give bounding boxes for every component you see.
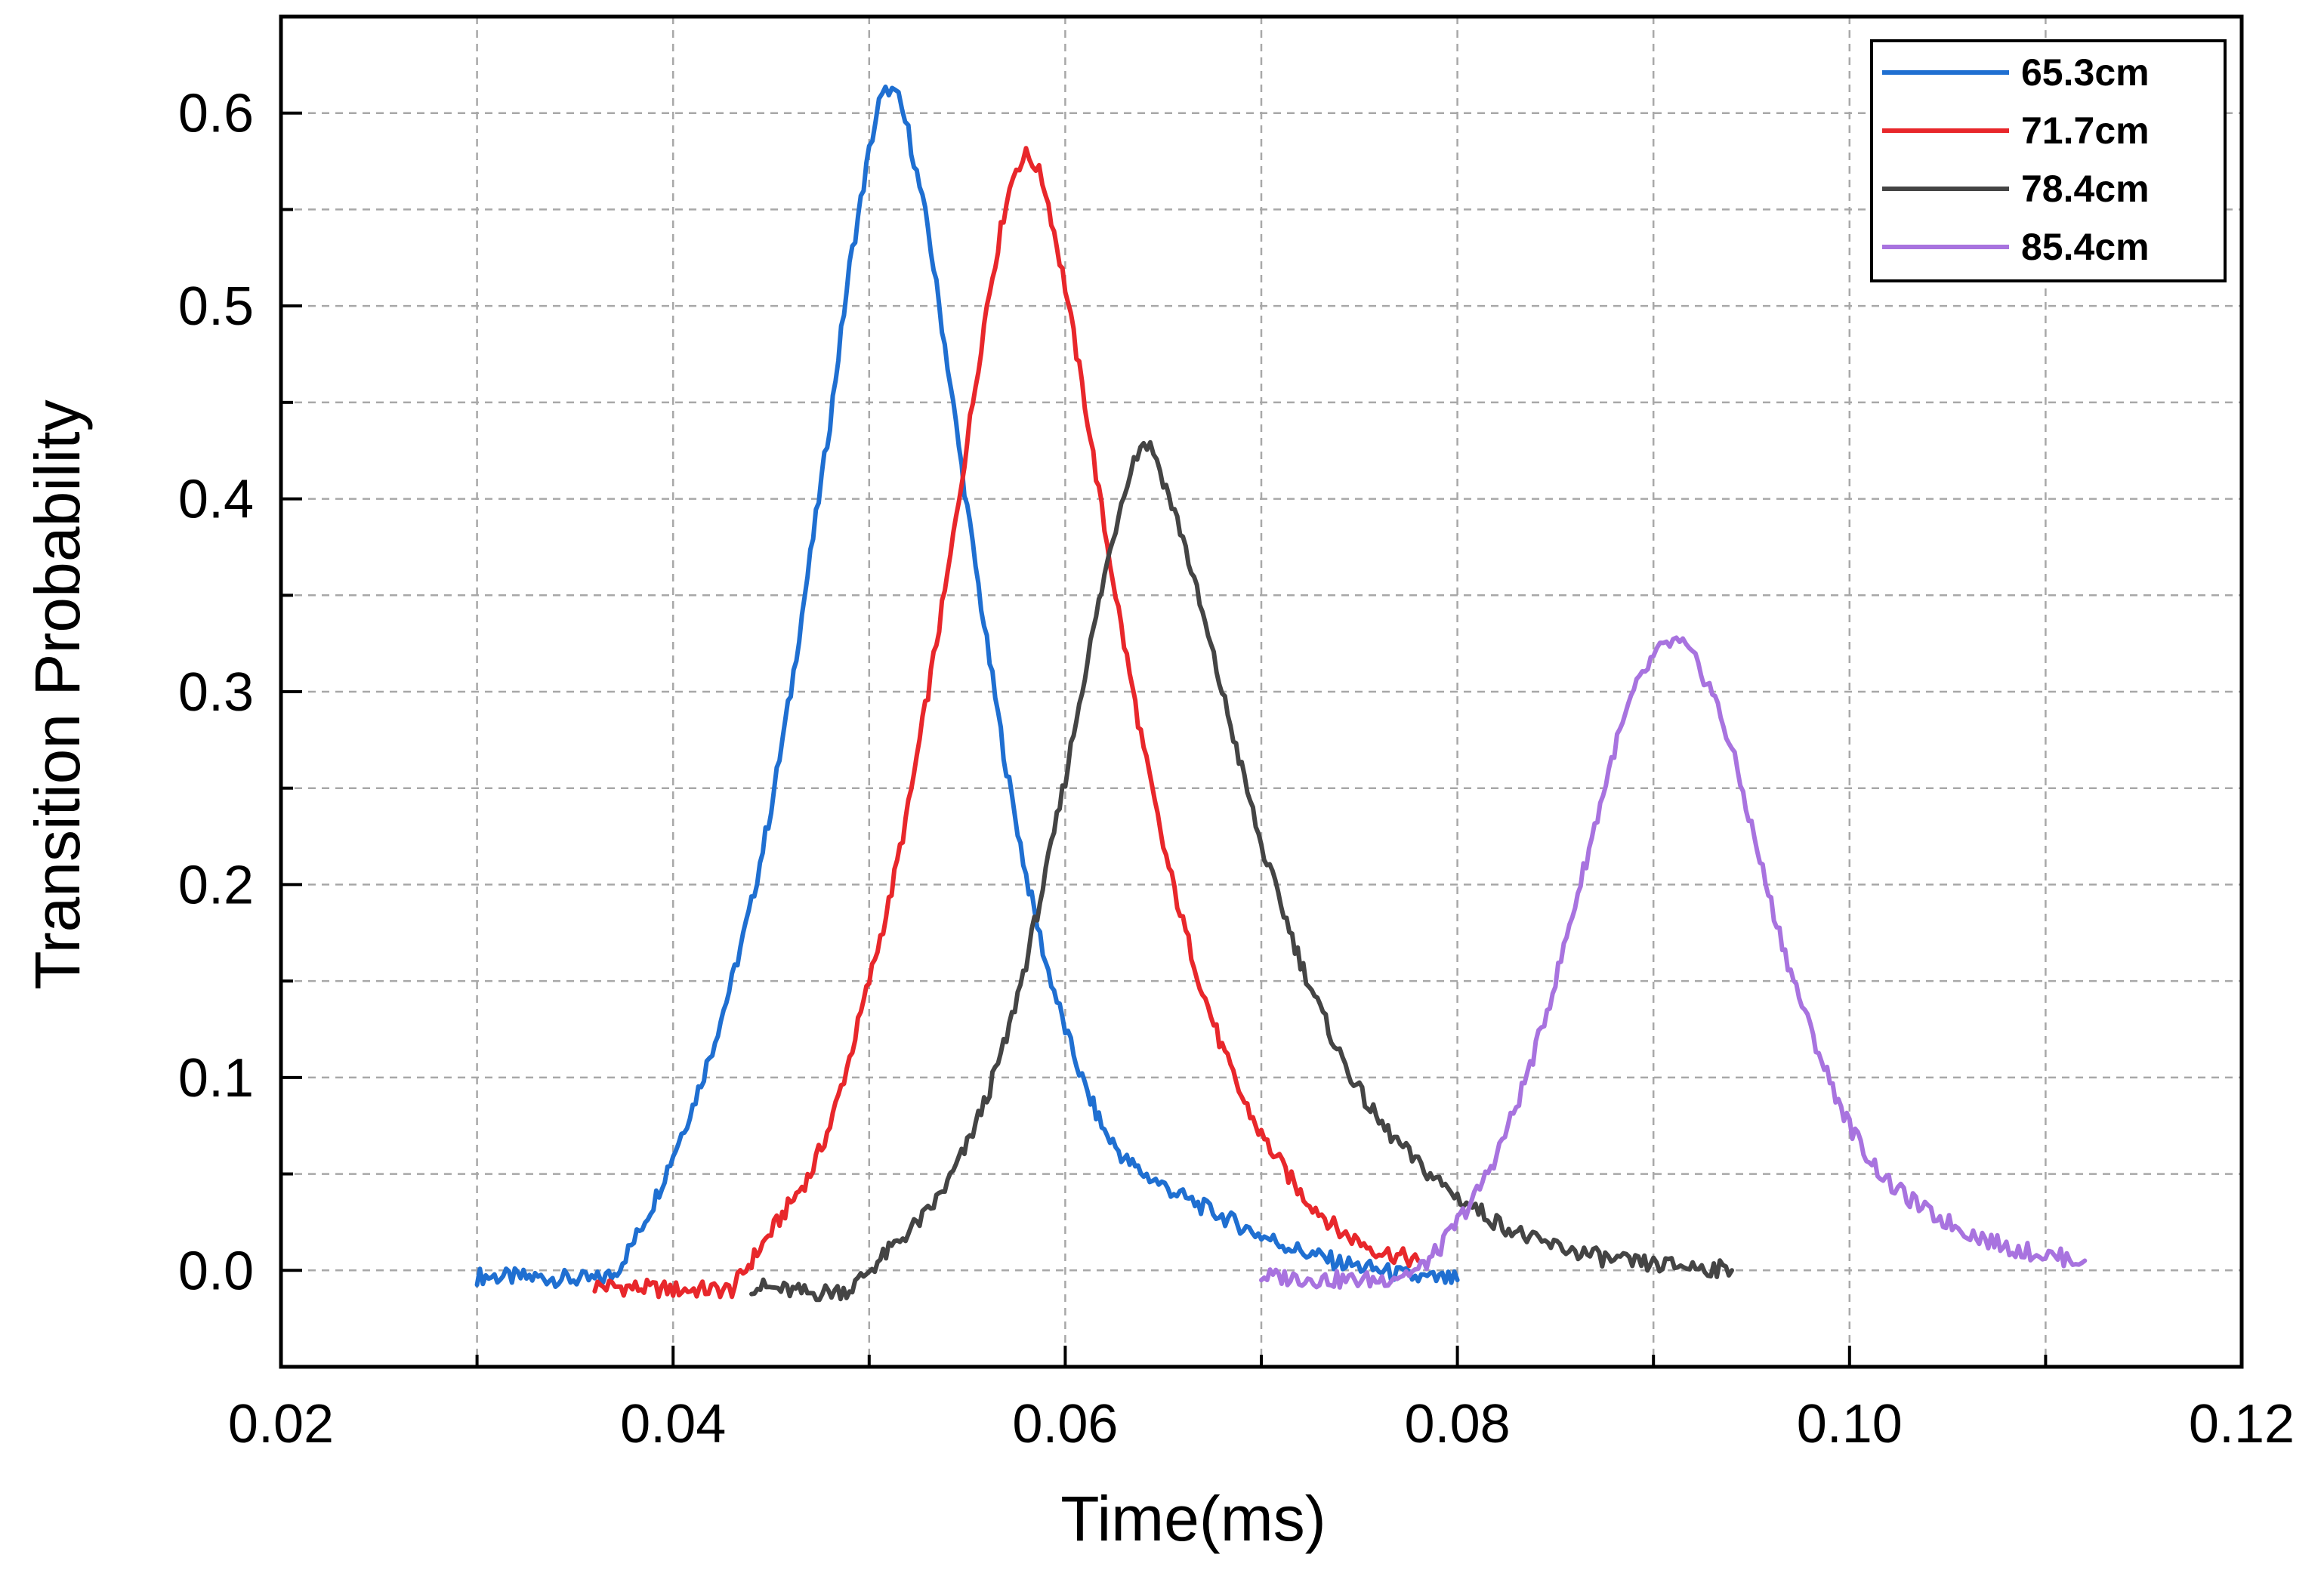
legend-label: 78.4cm xyxy=(2021,168,2150,210)
series-line-71-7cm xyxy=(592,146,1421,1300)
series-lines xyxy=(474,84,2088,1303)
y-axis-title: Transition Probability xyxy=(22,399,93,989)
tick-labels: 0.02 0.04 0.06 0.08 0.10 0.12 0.0 0.1 0.2 0.3 0.4 0… xyxy=(178,84,2295,1454)
legend-label: 85.4cm xyxy=(2021,226,2150,268)
legend-box xyxy=(1870,39,2227,282)
x-tick-label: 0.06 xyxy=(1012,1394,1118,1454)
x-tick-label: 0.04 xyxy=(620,1394,726,1454)
x-tick-label: 0.08 xyxy=(1405,1394,1511,1454)
x-tick-label: 0.02 xyxy=(228,1394,334,1454)
y-tick-label: 0.6 xyxy=(178,84,254,144)
x-axis-title: Time(ms) xyxy=(1060,1483,1326,1554)
legend-label: 65.3cm xyxy=(2021,51,2150,94)
grid-lines xyxy=(281,17,2242,1367)
x-tick-label: 0.10 xyxy=(1797,1394,1903,1454)
x-tick-label: 0.12 xyxy=(2189,1394,2295,1454)
y-tick-label: 0.4 xyxy=(178,470,254,530)
y-tick-label: 0.1 xyxy=(178,1048,254,1109)
series-line-65-3cm xyxy=(474,84,1460,1289)
series-line-85-4cm xyxy=(1259,635,2088,1290)
legend-label: 71.7cm xyxy=(2021,109,2150,152)
y-tick-label: 0.5 xyxy=(178,276,254,337)
series-line-78-4cm xyxy=(749,439,1734,1303)
y-tick-label: 0.0 xyxy=(178,1241,254,1301)
legend: 65.3cm 71.7cm 78.4cm 85.4cm xyxy=(1870,39,2227,282)
y-tick-label: 0.2 xyxy=(178,855,254,915)
y-tick-label: 0.3 xyxy=(178,662,254,723)
axis-ticks xyxy=(279,111,2243,1367)
